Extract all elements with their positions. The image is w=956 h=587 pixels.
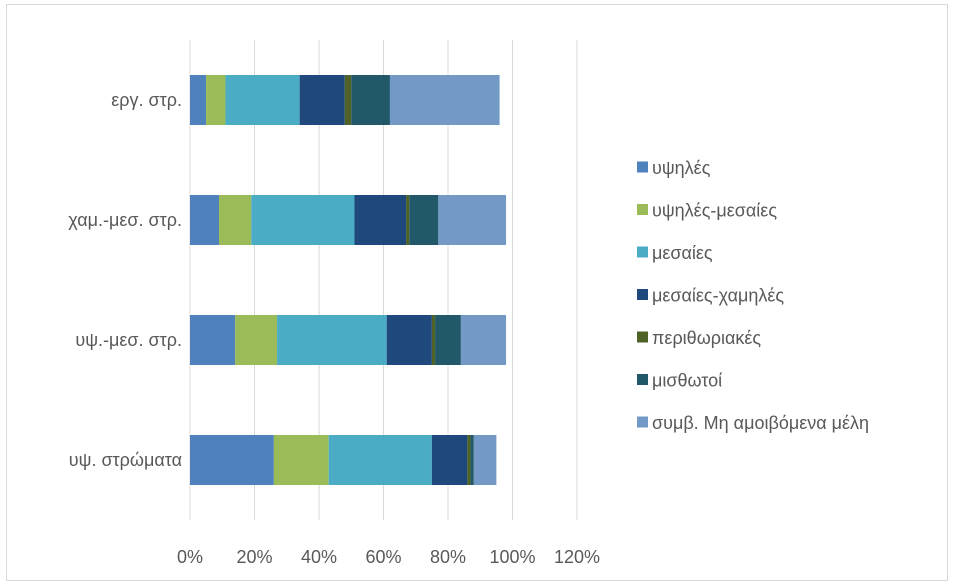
x-tick-label: 120%: [554, 547, 600, 567]
bar-segment: [206, 75, 226, 125]
legend-label: μεσαίες: [652, 243, 713, 263]
bar-segment: [344, 75, 352, 125]
legend-label: υψηλές: [652, 158, 711, 178]
bar-segment: [431, 435, 468, 485]
bar-segment: [354, 195, 407, 245]
legend-swatch: [637, 416, 648, 428]
x-tick-label: 80%: [430, 547, 466, 567]
bar-segment: [470, 435, 474, 485]
bar-segment: [389, 75, 500, 125]
legend-swatch: [637, 204, 648, 215]
legend-swatch: [637, 246, 648, 258]
bar-segment: [460, 315, 507, 365]
x-axis-tick-labels: 0% 20% 40% 60% 80% 100% 120%: [177, 547, 600, 567]
legend-label: μισθωτοί: [652, 371, 722, 391]
bar-segment: [438, 195, 507, 245]
bar-segment: [409, 195, 439, 245]
x-tick-label: 100%: [489, 547, 535, 567]
legend-swatch: [637, 289, 648, 300]
x-tick-label: 40%: [301, 547, 337, 567]
category-label: εργ. στρ.: [111, 90, 182, 110]
bar-segment: [190, 315, 236, 365]
legend-label: περιθωριακές: [652, 328, 761, 348]
x-tick-label: 60%: [365, 547, 401, 567]
legend-label: μεσαίες-χαμηλές: [652, 286, 784, 306]
bar-segment: [386, 315, 432, 365]
category-labels: υψ. στρώματα υψ.-μεσ. στρ. χαμ.-μεσ. στρ. ε…: [68, 90, 182, 470]
legend-label: συμβ. Μη αμοιβόμενα μέλη: [652, 413, 869, 433]
bar-segment: [431, 315, 436, 365]
bar-segment: [235, 315, 278, 365]
bar-segment: [351, 75, 390, 125]
category-label: υψ. στρώματα: [69, 450, 182, 470]
legend-swatch: [637, 161, 648, 173]
legend: υψηλές υψηλές-μεσαίες μεσαίες μεσαίες-χαμηλ…: [637, 158, 869, 433]
x-tick-label: 20%: [236, 547, 272, 567]
x-tick-label: 0%: [177, 547, 203, 567]
bar-segment: [225, 75, 300, 125]
bar-segment: [299, 75, 345, 125]
bar-segment: [190, 435, 274, 485]
bar-segment: [467, 435, 471, 485]
bar-segment: [473, 435, 497, 485]
bars: [190, 75, 507, 485]
legend-label: υψηλές-μεσαίες: [652, 201, 777, 221]
category-label: υψ.-μεσ. στρ.: [75, 330, 182, 350]
bar-segment: [435, 315, 461, 365]
category-label: χαμ.-μεσ. στρ.: [68, 210, 182, 230]
legend-swatch: [637, 374, 648, 385]
bar-segment: [328, 435, 432, 485]
bar-segment: [251, 195, 355, 245]
bar-segment: [406, 195, 410, 245]
bar-segment: [219, 195, 252, 245]
legend-swatch: [637, 331, 648, 343]
bar-segment: [190, 75, 207, 125]
bar-segment: [273, 435, 329, 485]
bar-segment: [277, 315, 387, 365]
bar-segment: [190, 195, 220, 245]
